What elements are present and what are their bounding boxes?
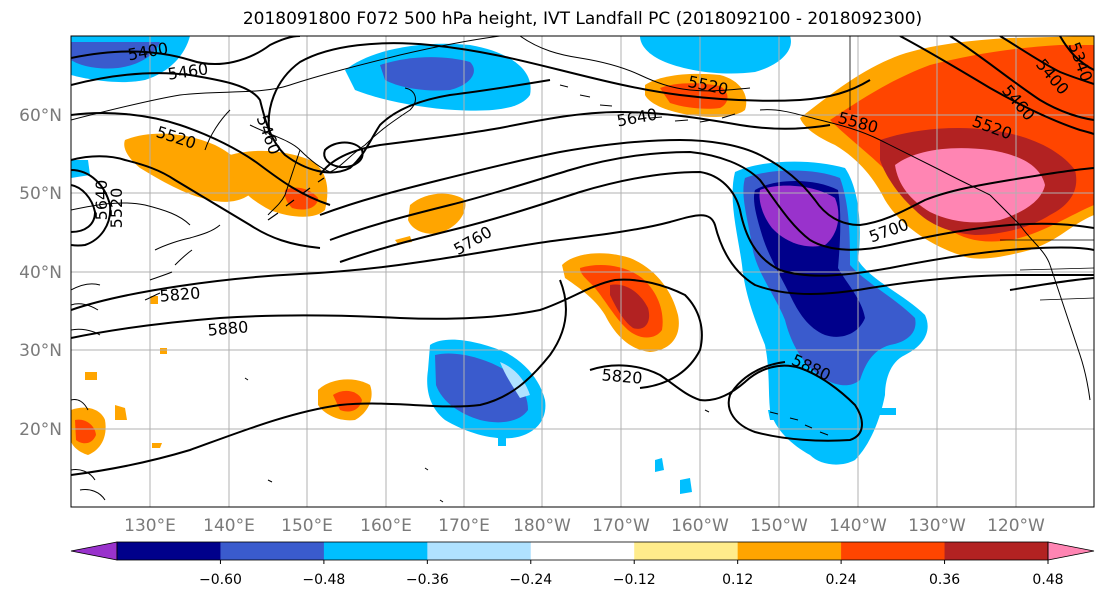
map-title: 2018091800 F072 500 hPa height, IVT Land… — [242, 9, 923, 29]
lat-label: 40°N — [19, 263, 62, 283]
lon-label: 170°E — [438, 516, 490, 536]
colorbar-cell — [117, 542, 221, 560]
lon-label: 160°W — [671, 516, 729, 536]
lon-label: 130°W — [908, 516, 966, 536]
lat-label: 50°N — [19, 184, 62, 204]
lon-label: 120°W — [987, 516, 1045, 536]
lon-label: 150°W — [750, 516, 808, 536]
colorbar-label: −0.60 — [199, 572, 242, 588]
colorbar-label: 0.48 — [1032, 572, 1063, 588]
colorbar-cell — [634, 542, 739, 560]
colorbar-cell — [944, 542, 1049, 560]
contour-label: 5820 — [601, 365, 643, 387]
lon-label: 170°W — [592, 516, 650, 536]
lat-label: 60°N — [19, 106, 62, 126]
contour-label: 5820 — [159, 283, 201, 305]
map-gridlines — [71, 36, 1094, 507]
height-contours — [71, 36, 1094, 476]
contour-label: 5880 — [207, 317, 249, 339]
colorbar-cell — [220, 542, 325, 560]
lon-label: 160°E — [360, 516, 412, 536]
colorbar-label: 0.36 — [929, 572, 960, 588]
longitude-labels: 130°E 140°E 150°E 160°E 170°E 180°W 170°… — [124, 516, 1045, 536]
lon-label: 150°E — [281, 516, 333, 536]
colorbar-label: 0.24 — [826, 572, 857, 588]
lon-label: 140°W — [829, 516, 887, 536]
colorbar-cell — [427, 542, 532, 560]
lon-label: 180°W — [513, 516, 571, 536]
colorbar-cell — [530, 542, 635, 560]
colorbar: −0.60 −0.48 −0.36 −0.24 −0.12 0.12 0.24 0.36 0.4… — [70, 541, 1095, 588]
latitude-labels: 60°N 50°N 40°N 30°N 20°N — [19, 106, 62, 440]
colorbar-label: −0.24 — [509, 572, 552, 588]
ivt-negative-shading — [71, 36, 928, 494]
map-frame — [70, 35, 1095, 508]
colorbar-label: 0.12 — [722, 572, 753, 588]
colorbar-cell — [323, 542, 428, 560]
lon-label: 130°E — [124, 516, 176, 536]
colorbar-label: −0.36 — [406, 572, 449, 588]
colorbar-cell — [737, 542, 842, 560]
contour-label: 5520 — [107, 188, 126, 229]
contour-label: 5640 — [92, 180, 111, 221]
colorbar-label: −0.48 — [302, 572, 345, 588]
colorbar-frame — [116, 541, 1049, 561]
colorbar-label: −0.12 — [613, 572, 656, 588]
lat-label: 30°N — [19, 341, 62, 361]
colorbar-cell — [841, 542, 946, 560]
colorbar-extend-low — [70, 541, 118, 561]
colorbar-extend-high — [1047, 541, 1095, 561]
lon-label: 140°E — [203, 516, 255, 536]
lat-label: 20°N — [19, 420, 62, 440]
coastlines — [71, 36, 1094, 503]
